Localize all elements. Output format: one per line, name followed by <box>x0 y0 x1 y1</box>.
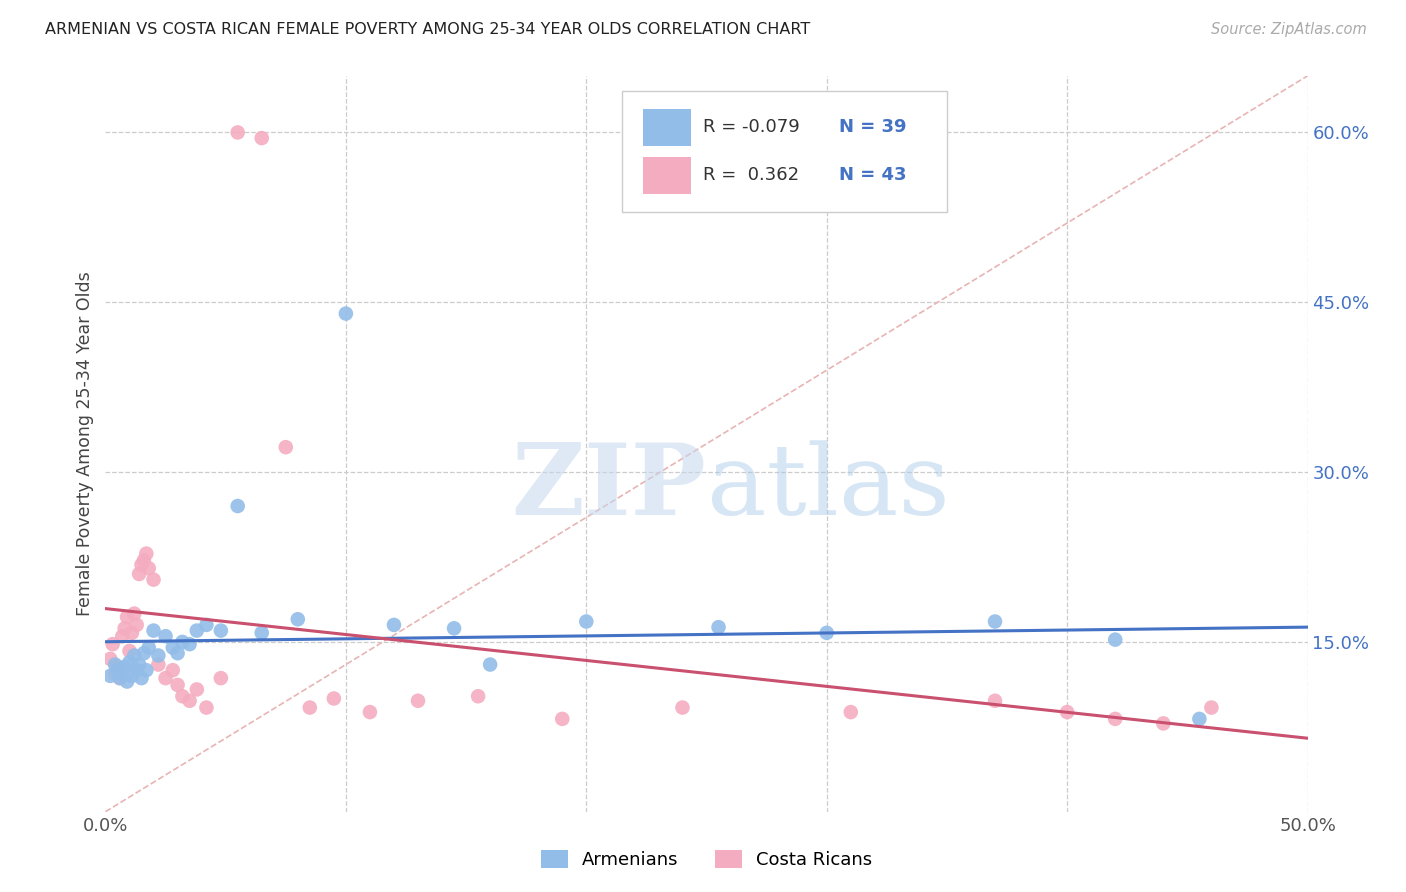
Point <box>162 640 184 655</box>
Point <box>1188 712 1211 726</box>
Point <box>209 671 232 685</box>
Point <box>179 694 201 708</box>
Point <box>815 625 838 640</box>
Point <box>125 618 148 632</box>
Point <box>121 669 143 683</box>
Point <box>125 663 148 677</box>
Point <box>108 671 131 685</box>
Point <box>121 625 143 640</box>
Point <box>104 666 127 681</box>
Point <box>359 705 381 719</box>
Point <box>322 691 344 706</box>
Point <box>298 700 321 714</box>
Point <box>195 618 218 632</box>
Point <box>671 700 693 714</box>
Point <box>132 646 155 660</box>
Point <box>132 553 155 567</box>
Point <box>142 573 165 587</box>
Point <box>114 660 136 674</box>
Point <box>186 624 208 638</box>
Point <box>128 657 150 672</box>
Point <box>114 621 136 635</box>
Point <box>250 625 273 640</box>
Point <box>124 648 146 663</box>
Point <box>142 624 165 638</box>
Point <box>135 663 157 677</box>
Point <box>111 629 134 643</box>
Point <box>108 671 131 685</box>
Point <box>135 547 157 561</box>
Point <box>166 646 188 660</box>
Point <box>209 624 232 638</box>
Point <box>166 678 188 692</box>
Legend: Armenians, Costa Ricans: Armenians, Costa Ricans <box>533 842 880 876</box>
Text: R =  0.362: R = 0.362 <box>703 166 799 184</box>
Point <box>382 618 405 632</box>
Point <box>155 671 177 685</box>
Point <box>138 561 160 575</box>
Point <box>138 640 160 655</box>
Point <box>406 694 429 708</box>
Point <box>984 615 1007 629</box>
Point <box>111 666 134 681</box>
Point <box>250 131 273 145</box>
Point <box>479 657 502 672</box>
Point <box>443 621 465 635</box>
Point <box>98 652 121 666</box>
Text: N = 39: N = 39 <box>839 119 907 136</box>
Point <box>172 635 194 649</box>
Point <box>274 440 297 454</box>
Point <box>467 690 489 704</box>
Point <box>226 125 249 139</box>
Point <box>131 558 153 572</box>
Point <box>707 620 730 634</box>
Point <box>1056 705 1078 719</box>
Point <box>839 705 862 719</box>
Point <box>1201 700 1223 714</box>
FancyBboxPatch shape <box>643 157 690 194</box>
Point <box>551 712 574 726</box>
Point <box>124 607 146 621</box>
Point <box>118 644 141 658</box>
FancyBboxPatch shape <box>643 109 690 145</box>
Point <box>1152 716 1174 731</box>
Point <box>172 690 194 704</box>
Point <box>155 629 177 643</box>
Point <box>148 648 170 663</box>
Point <box>575 615 598 629</box>
Point <box>101 637 124 651</box>
Point <box>1104 632 1126 647</box>
Text: Source: ZipAtlas.com: Source: ZipAtlas.com <box>1211 22 1367 37</box>
Text: atlas: atlas <box>707 440 949 536</box>
Point <box>226 499 249 513</box>
Point <box>1104 712 1126 726</box>
Point <box>107 660 129 674</box>
Point <box>118 655 141 669</box>
Y-axis label: Female Poverty Among 25-34 Year Olds: Female Poverty Among 25-34 Year Olds <box>76 271 94 616</box>
Point <box>98 669 121 683</box>
FancyBboxPatch shape <box>623 91 948 212</box>
Point <box>179 637 201 651</box>
Point <box>104 657 127 672</box>
Point <box>335 307 357 321</box>
Text: N = 43: N = 43 <box>839 166 907 184</box>
Point <box>148 657 170 672</box>
Point <box>115 674 138 689</box>
Point <box>287 612 309 626</box>
Point <box>984 694 1007 708</box>
Point <box>107 663 129 677</box>
Text: ZIP: ZIP <box>512 440 707 536</box>
Point <box>195 700 218 714</box>
Point <box>186 682 208 697</box>
Point <box>128 566 150 581</box>
Text: ARMENIAN VS COSTA RICAN FEMALE POVERTY AMONG 25-34 YEAR OLDS CORRELATION CHART: ARMENIAN VS COSTA RICAN FEMALE POVERTY A… <box>45 22 810 37</box>
Point <box>115 610 138 624</box>
Point <box>131 671 153 685</box>
Text: R = -0.079: R = -0.079 <box>703 119 800 136</box>
Point <box>162 663 184 677</box>
